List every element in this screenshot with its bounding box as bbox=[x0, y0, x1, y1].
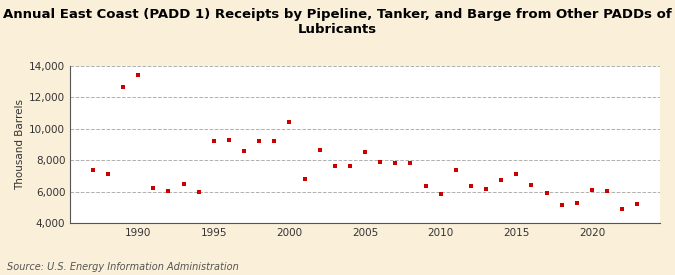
Point bbox=[284, 119, 295, 124]
Point bbox=[178, 182, 189, 186]
Point bbox=[496, 178, 507, 182]
Point bbox=[617, 207, 628, 211]
Point bbox=[526, 183, 537, 188]
Point bbox=[163, 189, 174, 193]
Point bbox=[572, 201, 583, 206]
Point bbox=[223, 138, 234, 142]
Y-axis label: Thousand Barrels: Thousand Barrels bbox=[15, 99, 25, 190]
Text: Source: U.S. Energy Information Administration: Source: U.S. Energy Information Administ… bbox=[7, 262, 238, 272]
Point bbox=[88, 168, 99, 173]
Point bbox=[193, 190, 204, 195]
Point bbox=[435, 192, 446, 196]
Point bbox=[315, 148, 325, 152]
Point bbox=[481, 186, 491, 191]
Point bbox=[269, 138, 279, 143]
Point bbox=[375, 160, 385, 164]
Point bbox=[587, 188, 597, 192]
Point bbox=[632, 202, 643, 207]
Point bbox=[556, 203, 567, 207]
Point bbox=[329, 164, 340, 169]
Text: Annual East Coast (PADD 1) Receipts by Pipeline, Tanker, and Barge from Other PA: Annual East Coast (PADD 1) Receipts by P… bbox=[3, 8, 672, 36]
Point bbox=[103, 171, 113, 176]
Point bbox=[466, 184, 477, 188]
Point bbox=[601, 189, 612, 193]
Point bbox=[511, 172, 522, 177]
Point bbox=[390, 160, 401, 165]
Point bbox=[117, 85, 128, 89]
Point bbox=[420, 184, 431, 188]
Point bbox=[133, 73, 144, 77]
Point bbox=[405, 161, 416, 166]
Point bbox=[344, 164, 355, 169]
Point bbox=[541, 191, 552, 196]
Point bbox=[254, 138, 265, 143]
Point bbox=[239, 148, 250, 153]
Point bbox=[450, 168, 461, 173]
Point bbox=[148, 186, 159, 190]
Point bbox=[360, 150, 371, 155]
Point bbox=[299, 177, 310, 181]
Point bbox=[209, 139, 219, 144]
